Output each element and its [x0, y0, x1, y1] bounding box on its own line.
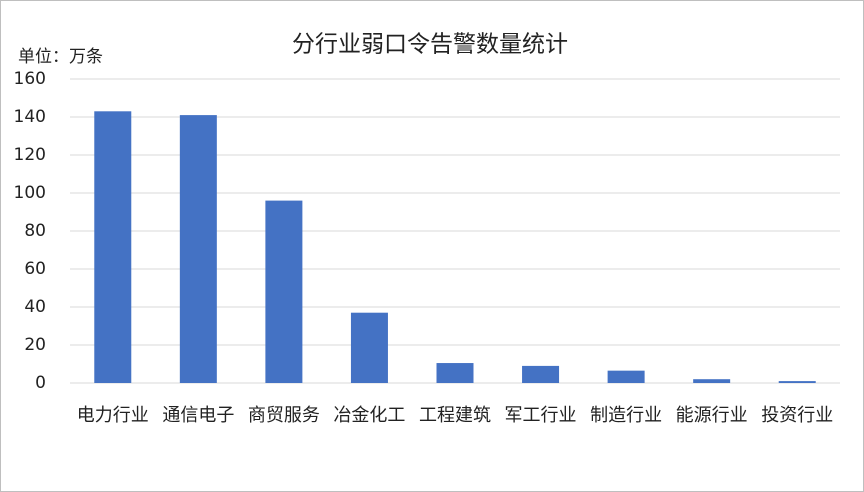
x-tick-label: 工程建筑	[419, 405, 491, 426]
x-tick-label: 电力行业	[77, 405, 149, 426]
bar	[350, 312, 388, 383]
chart-title: 分行业弱口令告警数量统计	[292, 32, 568, 58]
y-tick-label: 40	[24, 297, 46, 317]
bar	[179, 115, 217, 383]
x-tick-label: 制造行业	[590, 405, 662, 426]
x-tick-label: 能源行业	[676, 405, 748, 426]
y-tick-label: 0	[35, 373, 46, 393]
y-tick-label: 120	[14, 145, 46, 165]
x-tick-label: 军工行业	[505, 405, 577, 426]
bar	[607, 370, 645, 383]
y-tick-label: 60	[24, 259, 46, 279]
bar	[693, 379, 731, 383]
x-tick-label: 冶金化工	[333, 405, 405, 426]
y-tick-label: 80	[24, 221, 46, 241]
y-axis-label: 单位：万条	[18, 47, 103, 67]
bar	[265, 200, 303, 383]
bar	[778, 381, 816, 383]
bar	[436, 363, 474, 383]
x-tick-label: 投资行业	[761, 405, 833, 426]
bar	[94, 111, 132, 384]
y-tick-label: 100	[14, 183, 46, 203]
x-tick-label: 通信电子	[162, 405, 234, 426]
x-tick-label: 商贸服务	[248, 405, 320, 426]
y-tick-label: 160	[14, 69, 46, 89]
bar	[522, 365, 560, 383]
y-tick-label: 140	[14, 107, 46, 127]
y-tick-label: 20	[24, 335, 46, 355]
